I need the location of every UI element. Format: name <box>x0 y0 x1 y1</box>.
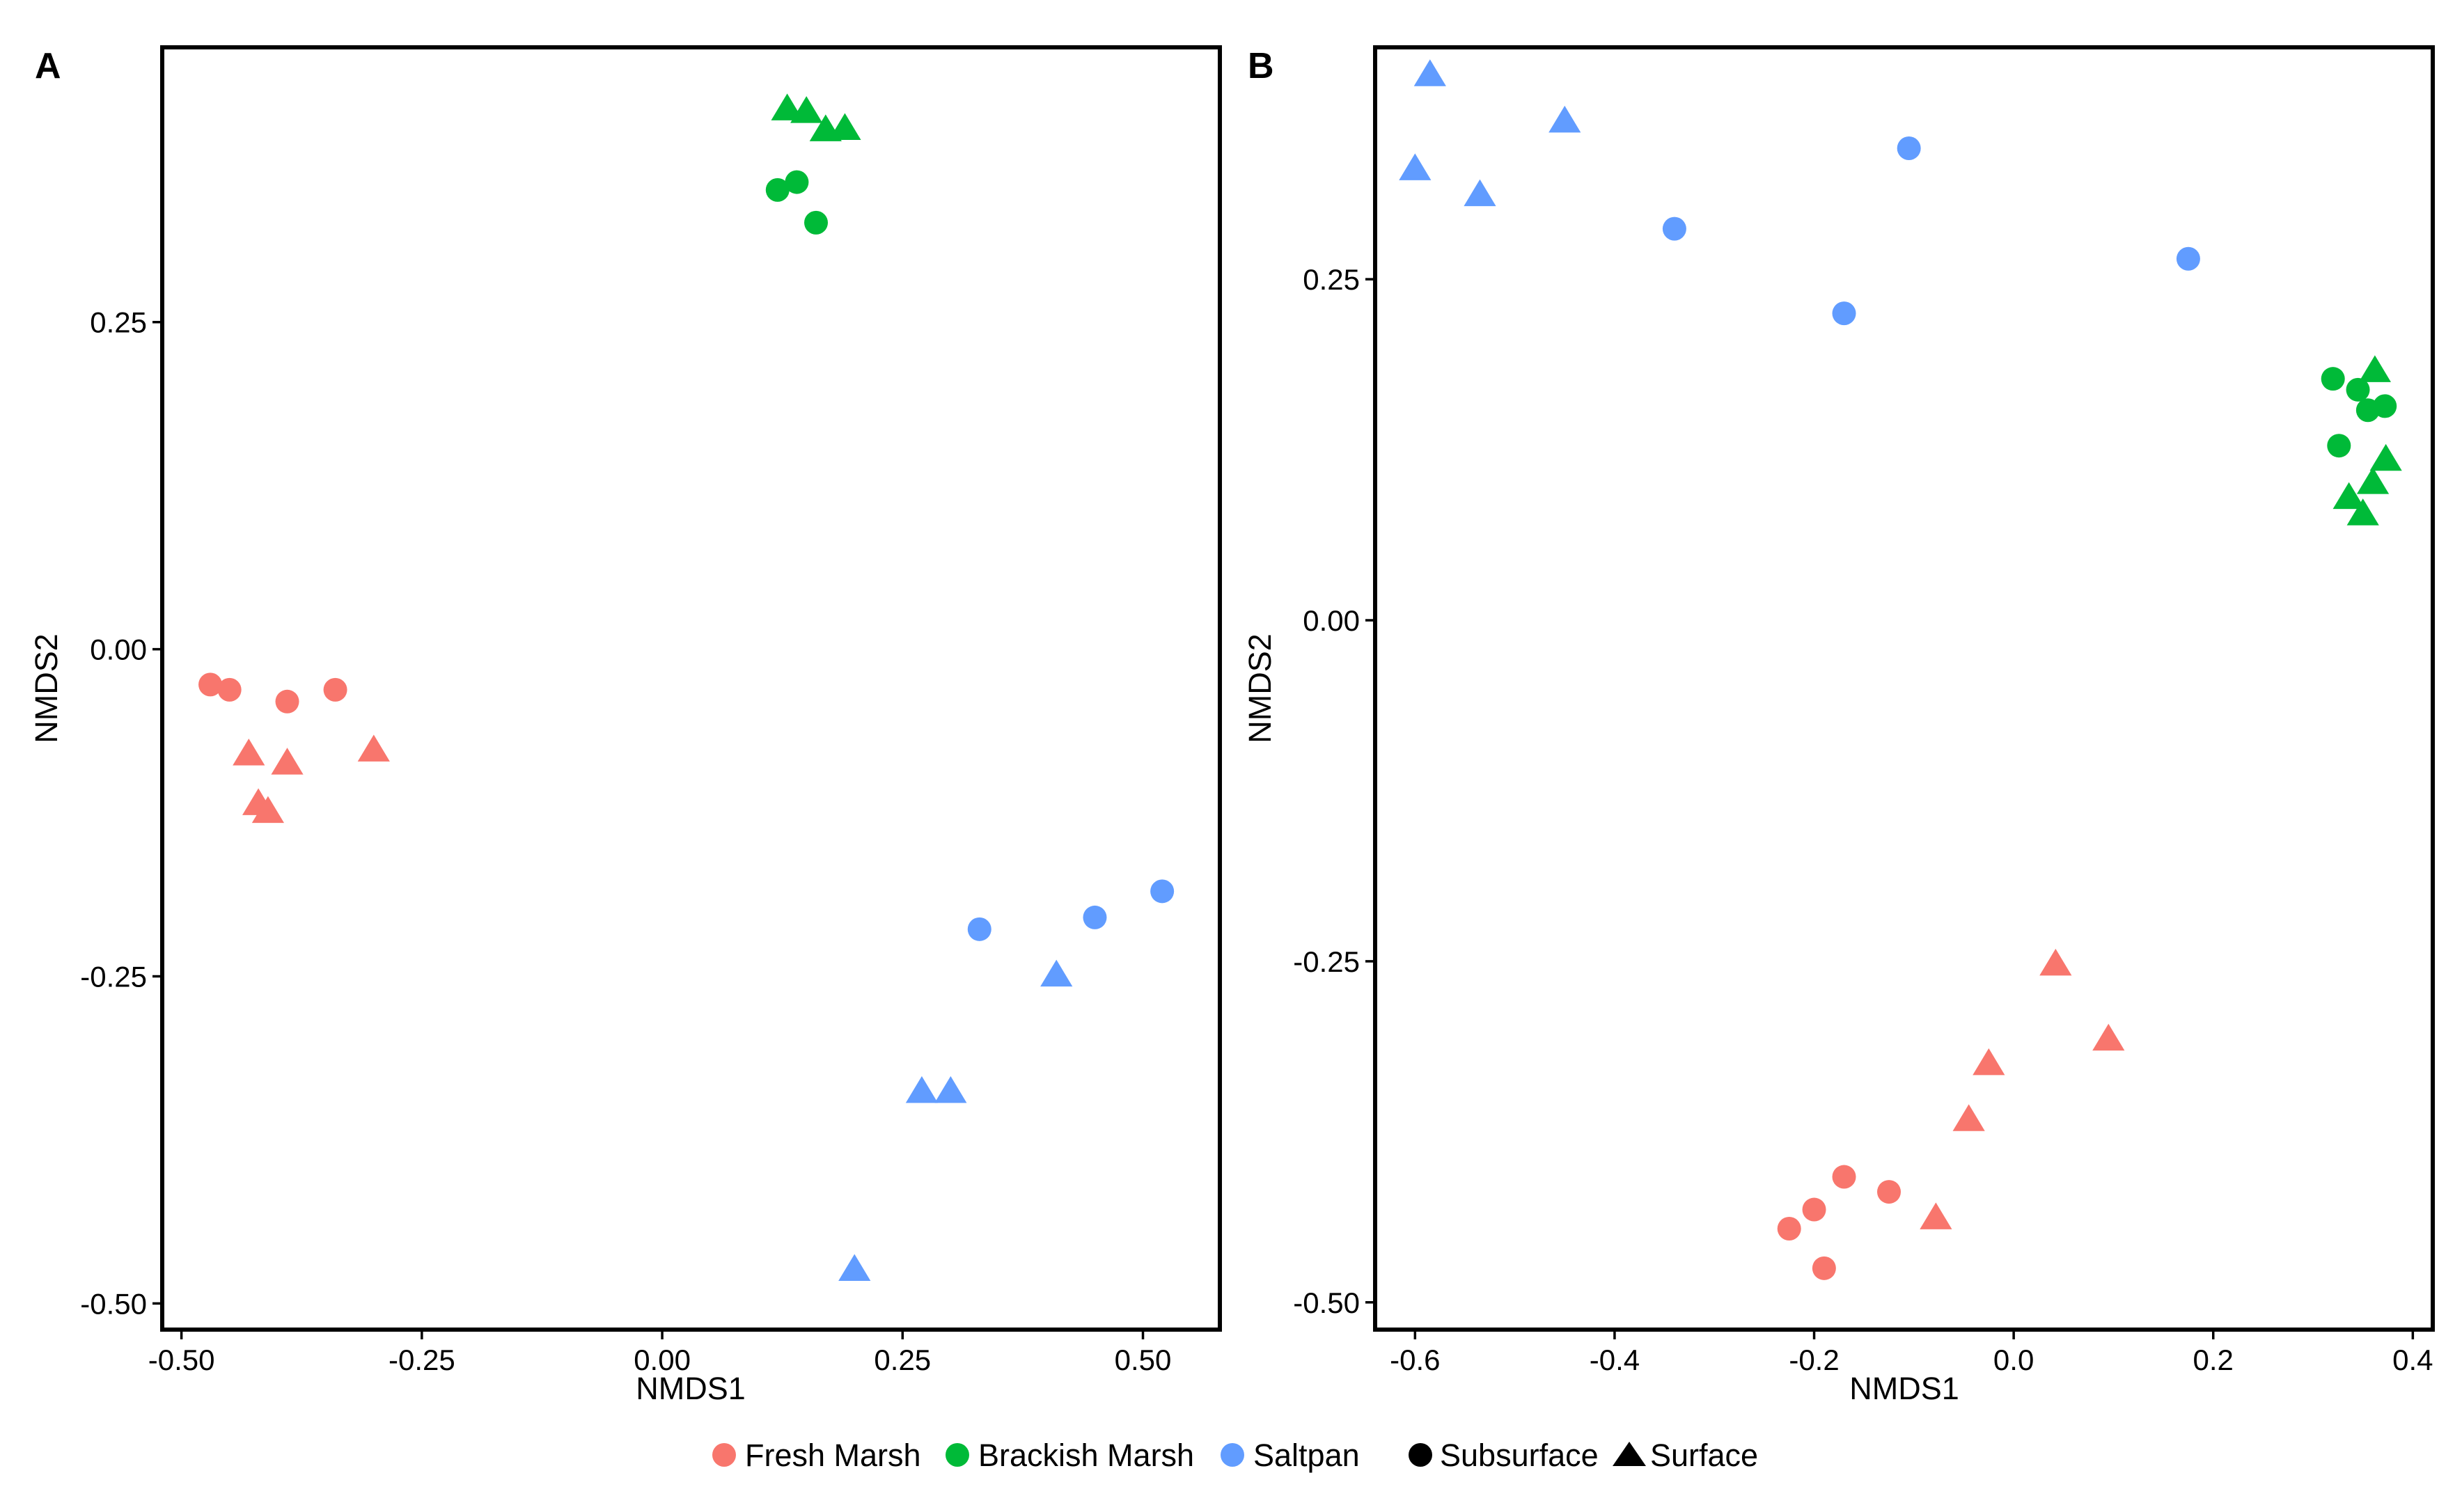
panel-b-point-saltpan-subsurface <box>1897 136 1921 161</box>
panel-b-point-fresh-marsh-subsurface <box>1877 1180 1902 1204</box>
panel-a-letter: A <box>35 46 61 86</box>
panel-a-point-saltpan-subsurface <box>1150 879 1175 904</box>
panel-b-point-fresh-marsh-surface <box>2092 1023 2125 1051</box>
panel-b-point-saltpan-subsurface <box>1662 216 1686 241</box>
panel-b-x-tick-label: 0.0 <box>1993 1344 2034 1376</box>
legend-subsurface-label: Subsurface <box>1440 1438 1599 1473</box>
panel-b: B -0.6 -0.4 -0.2 0.0 0.2 0.4 -0.50 -0.25 0.00 0.2… <box>1242 45 2435 1406</box>
panel-a-plot-frame <box>160 45 1222 1332</box>
panel-a-y-tick-label: 0.00 <box>90 633 147 666</box>
panel-b-points <box>1399 59 2402 1280</box>
panel-b-point-brackish-marsh-surface <box>2358 355 2391 382</box>
panel-a-point-saltpan-surface <box>1040 959 1073 987</box>
panel-b-point-brackish-marsh-subsurface <box>2321 367 2345 391</box>
panel-b-x-axis-title: NMDS1 <box>1849 1371 1959 1406</box>
legend-brackish-marsh-key <box>946 1443 969 1467</box>
panel-b-x-tick-label: -0.6 <box>1390 1344 1440 1376</box>
panel-b-y-tick-label: 0.00 <box>1303 604 1360 637</box>
panel-b-point-brackish-marsh-subsurface <box>2373 394 2397 418</box>
panel-b-point-brackish-marsh-subsurface <box>2346 377 2370 402</box>
panel-a-y-tick-label: -0.25 <box>80 961 147 993</box>
panel-b-point-fresh-marsh-subsurface <box>1832 1165 1856 1189</box>
panel-a-ticks: -0.50 -0.25 0.00 0.25 0.50 -0.50 -0.25 0.00 0.25 <box>80 306 1171 1376</box>
panel-a-x-tick-label: 0.00 <box>634 1344 691 1376</box>
panel-b-point-saltpan-surface <box>1548 105 1581 133</box>
panel-a-x-axis-title: NMDS1 <box>636 1371 746 1406</box>
panel-a-point-brackish-marsh-subsurface <box>785 170 809 194</box>
panel-a-point-fresh-marsh-surface <box>233 738 265 766</box>
panel-a-x-tick-label: 0.25 <box>874 1344 931 1376</box>
panel-a-point-saltpan-surface <box>905 1076 939 1103</box>
legend-surface-key <box>1613 1442 1646 1466</box>
panel-a-point-fresh-marsh-surface <box>271 748 304 775</box>
panel-a-y-tick-label: -0.50 <box>80 1287 147 1320</box>
legend-fresh-marsh-label: Fresh Marsh <box>745 1438 921 1473</box>
panel-b-y-tick-label: -0.25 <box>1293 945 1360 978</box>
legend-fresh-marsh-key <box>712 1443 736 1467</box>
panel-a-point-fresh-marsh-surface <box>357 734 390 762</box>
panel-b-point-fresh-marsh-surface <box>2039 948 2072 976</box>
panel-b-point-brackish-marsh-subsurface <box>2327 434 2351 458</box>
panel-a-y-tick-label: 0.25 <box>90 306 147 339</box>
panel-b-letter: B <box>1248 46 1274 86</box>
panel-b-x-tick-label: 0.4 <box>2392 1344 2433 1376</box>
panel-b-x-tick-label: 0.2 <box>2193 1344 2234 1376</box>
panel-b-point-saltpan-surface <box>1464 179 1496 207</box>
panel-b-x-tick-label: -0.2 <box>1789 1344 1839 1376</box>
panel-a-points <box>198 93 1175 1282</box>
panel-b-point-brackish-marsh-surface <box>2346 498 2379 526</box>
panel-b-plot-frame <box>1373 45 2435 1332</box>
panel-a-point-brackish-marsh-surface <box>829 113 861 141</box>
panel-a: A -0.50 -0.25 0.00 0.25 0.50 -0.50 -0.25 0.00 0.… <box>29 45 1222 1406</box>
panel-a-point-fresh-marsh-subsurface <box>323 677 347 702</box>
panel-a-point-fresh-marsh-subsurface <box>198 672 223 697</box>
panel-a-point-saltpan-subsurface <box>967 917 991 941</box>
panel-b-ticks: -0.6 -0.4 -0.2 0.0 0.2 0.4 -0.50 -0.25 0.00 0.25 <box>1293 263 2433 1376</box>
panel-a-point-brackish-marsh-surface <box>771 93 803 120</box>
panel-b-point-brackish-marsh-surface <box>2369 443 2402 471</box>
panel-a-point-brackish-marsh-subsurface <box>765 178 790 202</box>
panel-a-x-tick-label: -0.25 <box>389 1344 455 1376</box>
panel-b-point-fresh-marsh-surface <box>1973 1048 2005 1076</box>
legend-surface-label: Surface <box>1650 1438 1758 1473</box>
legend-brackish-marsh-label: Brackish Marsh <box>978 1438 1194 1473</box>
panel-a-y-axis-title: NMDS2 <box>29 633 64 743</box>
legend-saltpan-key <box>1221 1443 1244 1467</box>
panel-b-point-brackish-marsh-surface <box>2332 482 2365 510</box>
panel-b-point-fresh-marsh-subsurface <box>1812 1256 1836 1280</box>
panel-b-y-tick-label: 0.25 <box>1303 263 1360 296</box>
panel-b-point-fresh-marsh-subsurface <box>1777 1216 1801 1241</box>
panel-a-x-tick-label: 0.50 <box>1115 1344 1172 1376</box>
legend: Fresh Marsh Brackish Marsh Saltpan Subsu… <box>712 1438 1758 1473</box>
legend-subsurface-key <box>1409 1443 1432 1467</box>
panel-a-point-brackish-marsh-subsurface <box>804 210 829 235</box>
legend-saltpan-label: Saltpan <box>1253 1438 1360 1473</box>
panel-a-point-saltpan-surface <box>934 1076 967 1103</box>
panel-b-x-tick-label: -0.4 <box>1590 1344 1640 1376</box>
panel-b-point-saltpan-subsurface <box>1832 301 1856 326</box>
panel-b-point-saltpan-subsurface <box>2176 246 2200 271</box>
panel-b-point-fresh-marsh-surface <box>1920 1202 1952 1229</box>
panel-a-point-saltpan-surface <box>838 1254 871 1282</box>
panel-b-point-saltpan-surface <box>1399 153 1432 180</box>
panel-a-x-tick-label: -0.50 <box>148 1344 215 1376</box>
panel-b-point-fresh-marsh-subsurface <box>1802 1197 1826 1222</box>
panel-a-point-fresh-marsh-subsurface <box>217 677 242 702</box>
panel-b-y-axis-title: NMDS2 <box>1242 633 1278 743</box>
panel-b-point-brackish-marsh-surface <box>2356 467 2390 494</box>
panel-a-point-brackish-marsh-surface <box>790 96 823 123</box>
panel-b-point-saltpan-surface <box>1413 59 1446 86</box>
panel-b-point-fresh-marsh-surface <box>1952 1104 1985 1131</box>
panel-a-point-saltpan-subsurface <box>1083 905 1107 929</box>
panel-a-point-fresh-marsh-subsurface <box>275 689 299 714</box>
panel-a-point-fresh-marsh-surface <box>251 796 284 824</box>
panel-b-y-tick-label: -0.50 <box>1293 1286 1360 1319</box>
